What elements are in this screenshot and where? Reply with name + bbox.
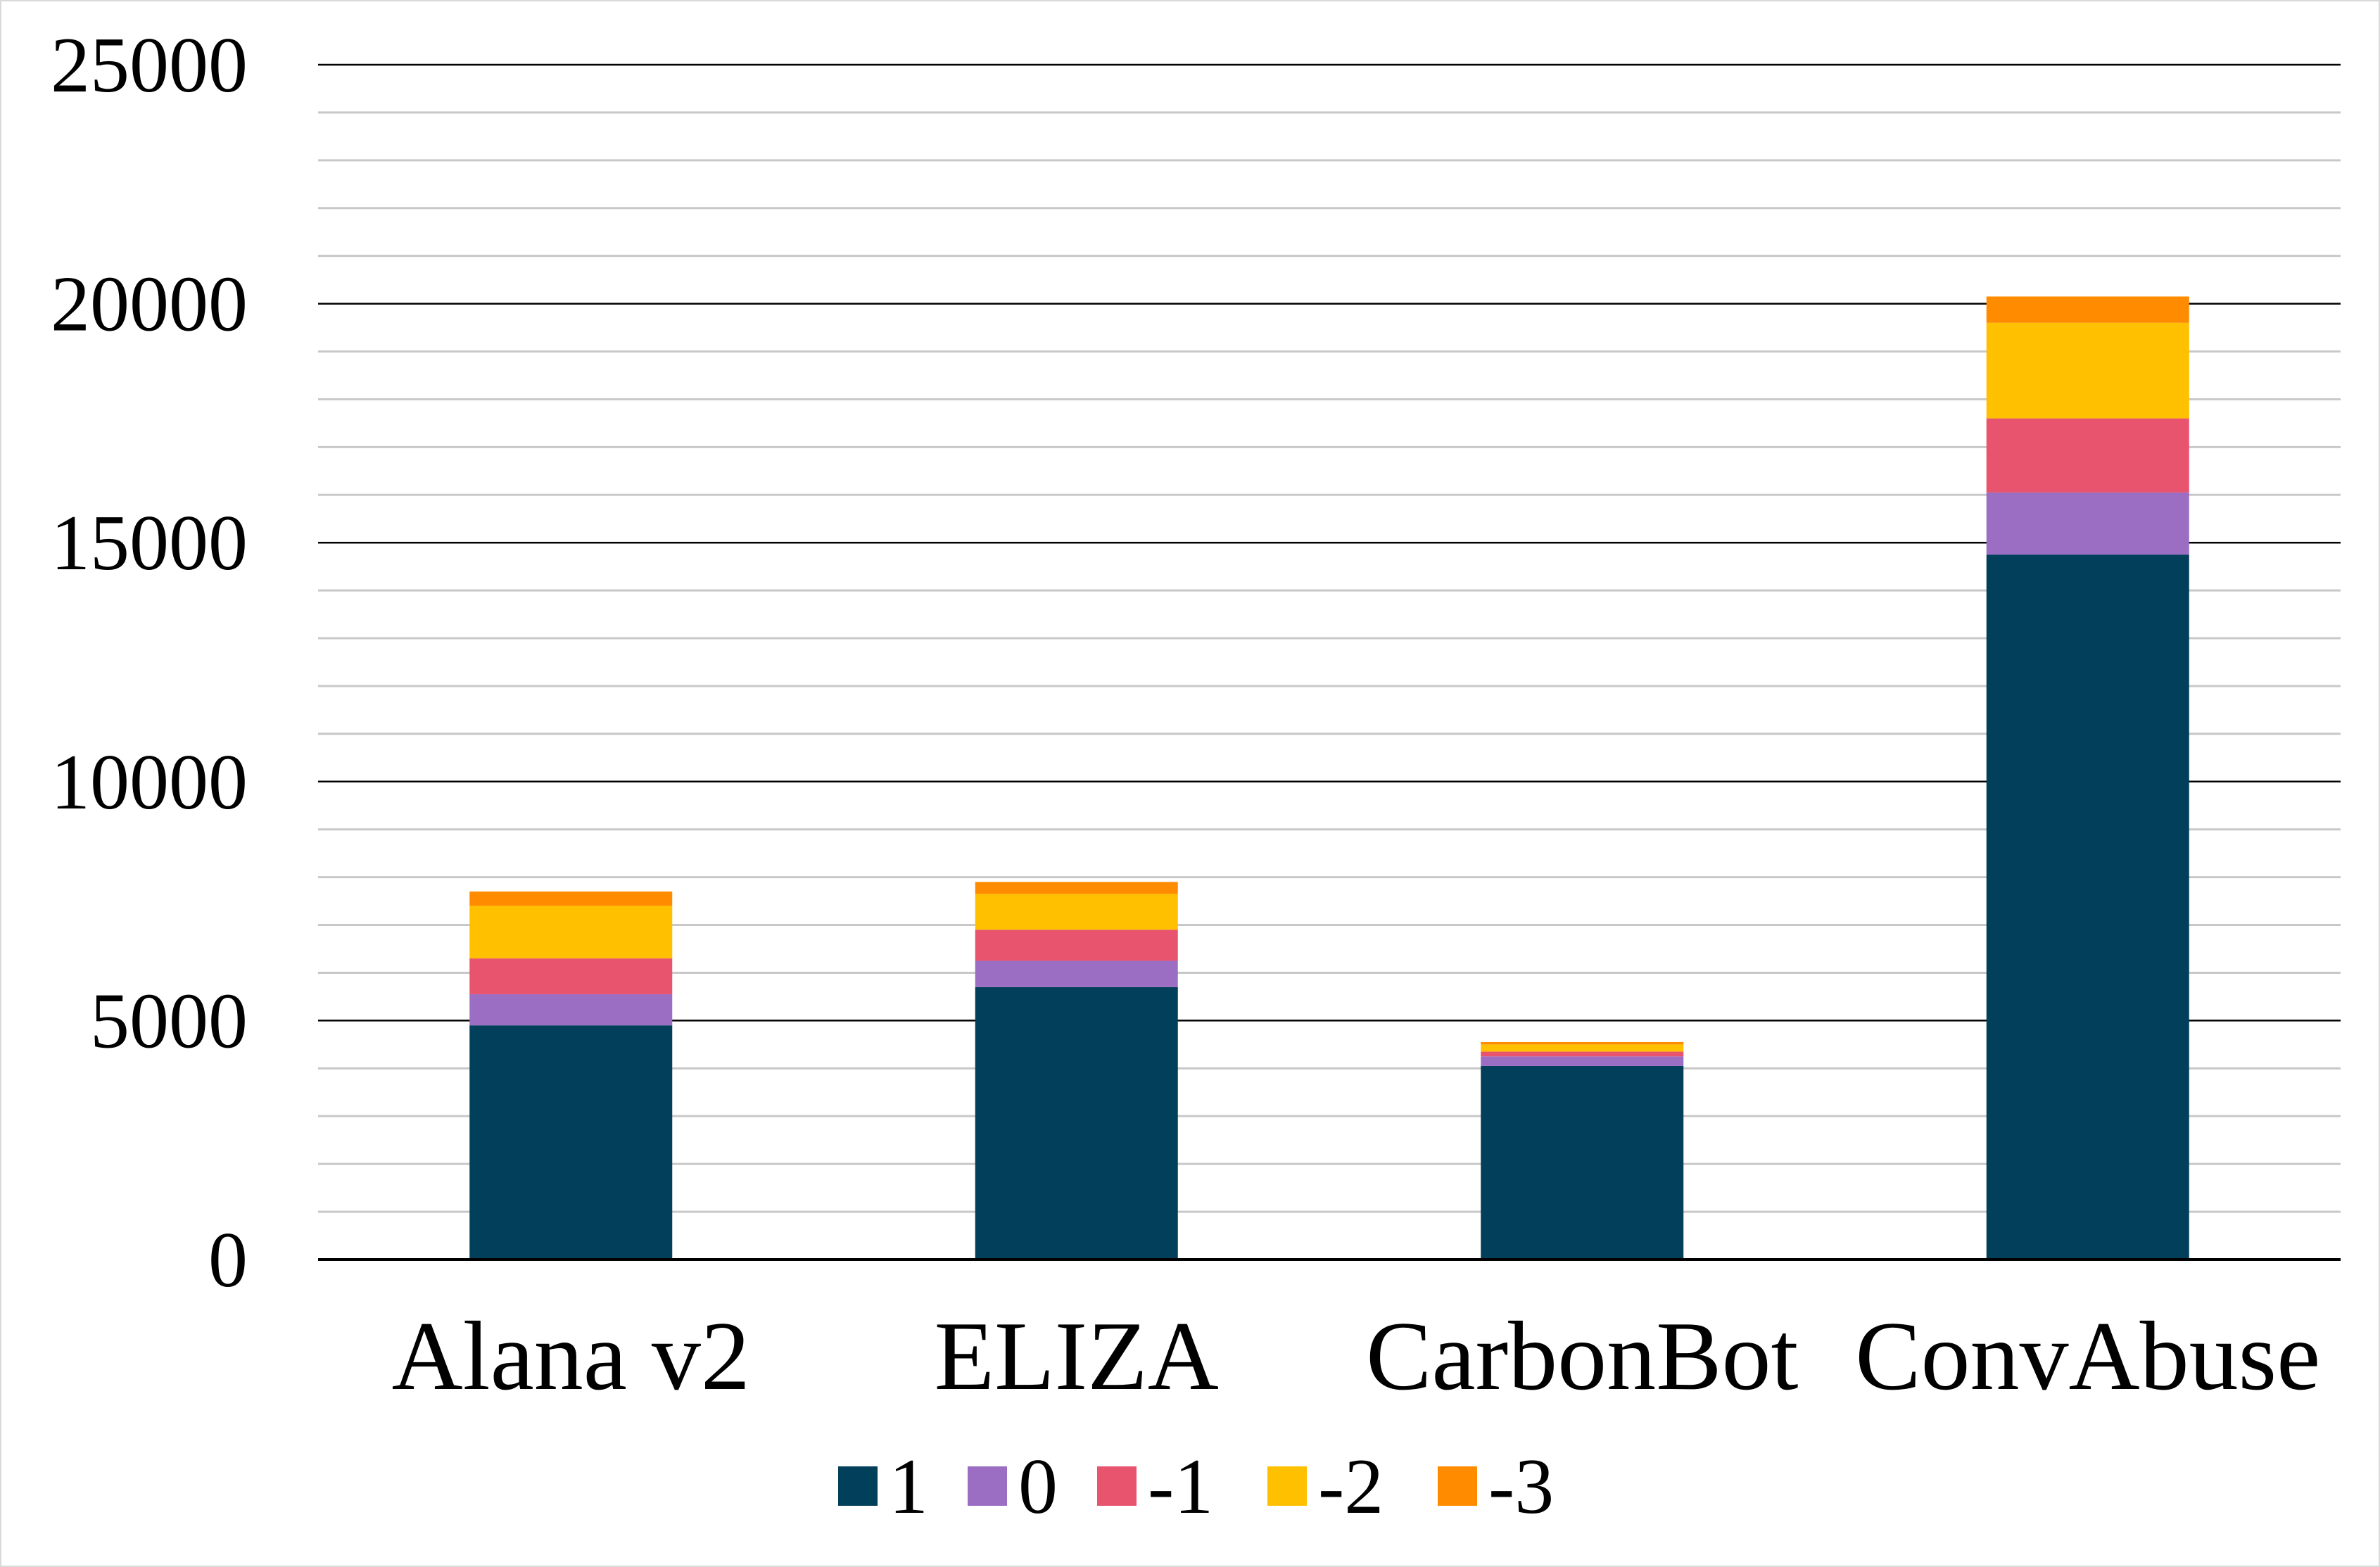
x-category-label: CarbonBot — [1366, 1302, 1799, 1411]
legend-label: -2 — [1318, 1443, 1384, 1530]
bar-segment-carbonbot-series--2 — [1481, 1044, 1684, 1052]
bar-segment-convabuse-series-1 — [1986, 554, 2189, 1260]
bars — [469, 296, 2189, 1260]
y-tick-label: 20000 — [51, 261, 248, 348]
bar-segment-carbonbot-series-0 — [1481, 1056, 1684, 1066]
bar-segment-carbonbot-series--1 — [1481, 1051, 1684, 1057]
y-tick-label: 10000 — [51, 739, 248, 826]
bar-segment-convabuse-series--3 — [1986, 296, 2189, 323]
y-tick-label: 0 — [208, 1217, 248, 1304]
bar-segment-eliza-series-1 — [975, 986, 1178, 1260]
legend-swatch — [968, 1466, 1007, 1506]
legend-swatch — [838, 1466, 878, 1506]
bar-segment-alana-v2-series-0 — [469, 994, 673, 1026]
y-tick-label: 25000 — [51, 22, 248, 109]
legend-item: -3 — [1438, 1443, 1554, 1530]
y-tick-label: 5000 — [90, 977, 248, 1065]
legend: 1 0 -1 -2 -3 — [838, 1443, 1554, 1530]
legend-label: 1 — [889, 1443, 928, 1530]
legend-swatch — [1438, 1466, 1477, 1506]
legend-swatch — [1267, 1466, 1307, 1506]
y-axis-tick-labels: 0 5000 10000 15000 20000 25000 — [51, 22, 248, 1304]
x-category-label: Alana v2 — [392, 1302, 750, 1411]
bar-segment-alana-v2-series-1 — [469, 1025, 673, 1260]
x-category-label: ELIZA — [935, 1302, 1219, 1411]
bar-segment-eliza-series--3 — [975, 882, 1178, 894]
bar-segment-alana-v2-series--3 — [469, 892, 673, 906]
legend-item: -2 — [1267, 1443, 1384, 1530]
legend-label: -1 — [1148, 1443, 1213, 1530]
bar-segment-carbonbot-series-1 — [1481, 1065, 1684, 1260]
bar-segment-alana-v2-series--2 — [469, 906, 673, 959]
legend-item: -1 — [1097, 1443, 1213, 1530]
legend-item: 0 — [968, 1443, 1058, 1530]
legend-item: 1 — [838, 1443, 928, 1530]
bar-segment-eliza-series-0 — [975, 960, 1178, 987]
bar-segment-carbonbot-series--3 — [1481, 1041, 1684, 1045]
bar-segment-convabuse-series--2 — [1986, 322, 2189, 419]
x-category-label: ConvAbuse — [1855, 1302, 2320, 1411]
legend-label: 0 — [1018, 1443, 1058, 1530]
legend-label: -3 — [1488, 1443, 1554, 1530]
y-tick-label: 15000 — [51, 500, 248, 587]
bar-segment-eliza-series--1 — [975, 930, 1178, 961]
legend-swatch — [1097, 1466, 1137, 1506]
x-axis-category-labels: Alana v2 ELIZA CarbonBot ConvAbuse — [392, 1302, 2321, 1411]
bar-segment-alana-v2-series--1 — [469, 958, 673, 995]
bar-segment-convabuse-series--1 — [1986, 418, 2189, 493]
bar-segment-convabuse-series-0 — [1986, 492, 2189, 555]
bar-segment-eliza-series--2 — [975, 894, 1178, 930]
